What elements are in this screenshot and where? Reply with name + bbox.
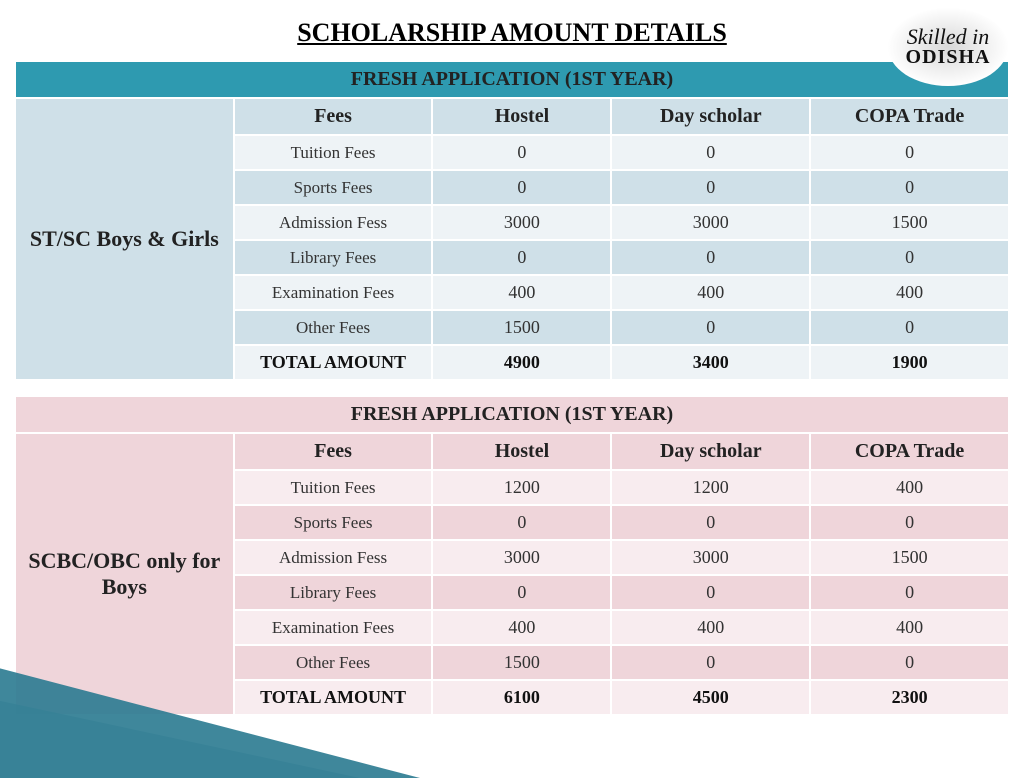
scholarship-table-stsc: FRESH APPLICATION (1ST YEAR) ST/SC Boys … [14, 60, 1010, 381]
table-banner: FRESH APPLICATION (1ST YEAR) [15, 396, 1009, 433]
logo-line2: ODISHA [906, 48, 991, 67]
col-hostel: Hostel [432, 98, 611, 135]
decorative-triangle-icon [0, 658, 420, 778]
col-dayscholar: Day scholar [611, 433, 810, 470]
col-copa: COPA Trade [810, 433, 1009, 470]
table-banner-row: FRESH APPLICATION (1ST YEAR) [15, 61, 1009, 98]
col-fees: Fees [234, 98, 433, 135]
page-title: SCHOLARSHIP AMOUNT DETAILS [0, 0, 1024, 60]
table-banner-row: FRESH APPLICATION (1ST YEAR) [15, 396, 1009, 433]
col-hostel: Hostel [432, 433, 611, 470]
col-dayscholar: Day scholar [611, 98, 810, 135]
tables-container: FRESH APPLICATION (1ST YEAR) ST/SC Boys … [0, 60, 1024, 716]
table-header-row: ST/SC Boys & Girls Fees Hostel Day schol… [15, 98, 1009, 135]
table-header-row: SCBC/OBC only for Boys Fees Hostel Day s… [15, 433, 1009, 470]
table-banner: FRESH APPLICATION (1ST YEAR) [15, 61, 1009, 98]
col-fees: Fees [234, 433, 433, 470]
logo-line1: Skilled in [907, 27, 989, 48]
col-copa: COPA Trade [810, 98, 1009, 135]
skilled-in-odisha-logo: Skilled in ODISHA [888, 8, 1008, 86]
category-label: ST/SC Boys & Girls [15, 98, 234, 380]
